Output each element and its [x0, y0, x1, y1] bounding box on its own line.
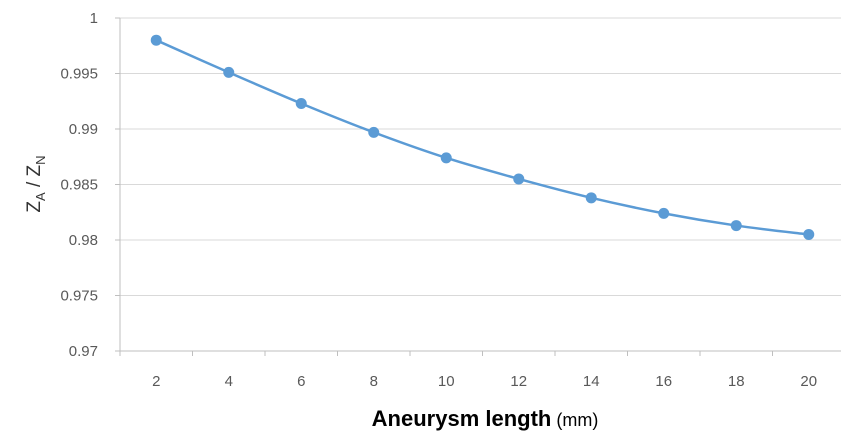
- y-tick-label: 0.985: [60, 177, 98, 194]
- data-point: [150, 34, 162, 46]
- data-point: [585, 192, 597, 204]
- y-axis-label: ZA / ZN: [24, 155, 48, 212]
- x-tick-label: 16: [655, 373, 672, 390]
- data-point: [513, 173, 525, 185]
- y-gridlines: [120, 17, 841, 296]
- y-tick-label: 1: [90, 10, 98, 27]
- y-tick-label: 0.97: [69, 343, 98, 360]
- x-tick-label: 20: [800, 373, 817, 390]
- y-tick-label: 0.995: [60, 66, 98, 83]
- x-tick-labels: 2 4 6 8 10 12 14 16 18 20: [152, 373, 817, 390]
- axes: [115, 17, 841, 356]
- x-axis-label: Aneurysm length (mm): [372, 406, 599, 431]
- x-tick-label: 4: [225, 373, 233, 390]
- data-point: [295, 97, 307, 109]
- data-point: [223, 66, 235, 78]
- x-tick-label: 2: [152, 373, 160, 390]
- x-tick-label: 8: [370, 373, 378, 390]
- y-tick-label: 0.99: [69, 121, 98, 138]
- data-point: [440, 152, 452, 164]
- y-tick-labels: 0.97 0.975 0.98 0.985 0.99 0.995 1: [60, 10, 98, 360]
- x-tick-label: 12: [510, 373, 527, 390]
- x-tick-label: 14: [583, 373, 600, 390]
- x-tick-label: 6: [297, 373, 305, 390]
- data-series: [150, 34, 815, 240]
- series-line: [155, 38, 810, 236]
- data-point: [658, 207, 670, 219]
- x-tick-label: 18: [728, 373, 745, 390]
- y-tick-label: 0.975: [60, 288, 98, 305]
- data-point: [803, 228, 815, 240]
- data-point: [730, 220, 742, 232]
- data-point: [368, 126, 380, 138]
- y-tick-label: 0.98: [69, 232, 98, 249]
- x-tick-label: 10: [438, 373, 455, 390]
